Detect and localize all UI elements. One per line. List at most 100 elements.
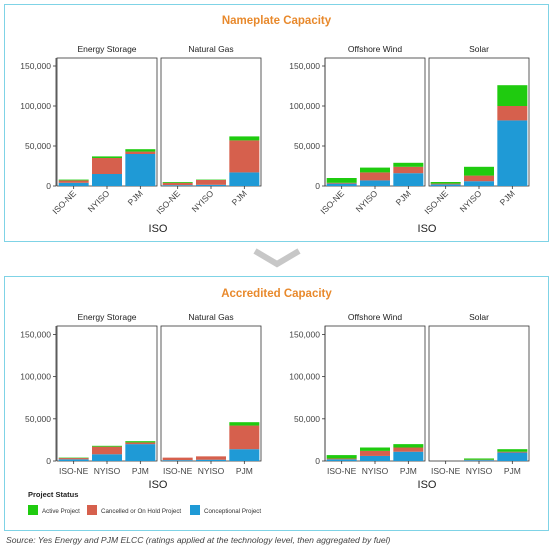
bar-segment — [92, 174, 122, 186]
bar-segment — [393, 447, 424, 452]
facet-frame — [324, 325, 426, 462]
legend-label: Cancelled or On Hold Project — [101, 508, 181, 515]
bar-segment — [326, 178, 357, 183]
bar-segment — [360, 447, 390, 451]
x-tick-label: NYISO — [466, 466, 493, 476]
bar-segment — [464, 460, 494, 461]
bar-segment — [497, 106, 528, 121]
bar-segment — [196, 180, 226, 185]
bar-segment — [125, 444, 156, 461]
facet-frame — [56, 325, 158, 462]
bar-segment — [125, 442, 156, 445]
x-tick-label: PJM — [132, 466, 149, 476]
y-tick-label: 50,000 — [25, 141, 51, 151]
x-tick-label: ISO-NE — [163, 466, 193, 476]
x-tick-label: ISO-NE — [154, 188, 182, 216]
bar-segment — [92, 158, 122, 174]
bar-segment — [393, 173, 424, 186]
x-tick-label: PJM — [126, 188, 145, 207]
x-tick-label: ISO-NE — [431, 466, 461, 476]
facet-title: Solar — [469, 312, 489, 322]
facet-title: Energy Storage — [77, 44, 136, 54]
bar-segment — [430, 183, 461, 185]
bar-segment — [229, 140, 260, 173]
bar-segment — [92, 445, 122, 447]
bar-segment — [464, 166, 494, 176]
x-tick-label: NYISO — [86, 188, 112, 214]
x-tick-label: ISO-NE — [318, 188, 346, 216]
bar-segment — [125, 149, 156, 152]
bar-segment — [92, 454, 122, 461]
bar-segment — [162, 457, 193, 461]
x-axis-label: ISO — [149, 223, 168, 235]
bar-segment — [229, 136, 260, 141]
x-tick-label: NYISO — [458, 188, 484, 214]
bar-segment — [92, 156, 122, 158]
bar-segment — [393, 451, 424, 461]
bar-segment — [196, 456, 226, 460]
bar-segment — [58, 459, 89, 461]
facet-title: Natural Gas — [188, 312, 233, 322]
x-tick-label: ISO-NE — [422, 188, 450, 216]
y-tick-label: 50,000 — [294, 141, 320, 151]
bar-segment — [430, 184, 461, 186]
legend-title: Project Status — [28, 490, 78, 499]
x-tick-label: NYISO — [354, 188, 380, 214]
accredited-capacity-panel: Accredited Capacity — [4, 276, 549, 531]
x-tick-label: PJM — [394, 188, 413, 207]
source-note: Source: Yes Energy and PJM ELCC (ratings… — [6, 535, 391, 545]
panel-title: Accredited Capacity — [221, 288, 332, 300]
bar-segment — [497, 120, 528, 186]
x-tick-label: ISO-NE — [59, 466, 89, 476]
facet-title: Energy Storage — [77, 312, 136, 322]
bar-segment — [497, 449, 528, 452]
facet-frame — [428, 325, 530, 462]
y-tick-label: 50,000 — [25, 414, 51, 424]
x-axis-label: ISO — [149, 479, 168, 491]
x-tick-label: PJM — [236, 466, 253, 476]
x-tick-label: NYISO — [198, 466, 225, 476]
y-tick-label: 150,000 — [20, 329, 51, 339]
bar-segment — [430, 182, 461, 184]
y-tick-label: 100,000 — [289, 372, 320, 382]
bar-segment — [92, 446, 122, 455]
chevron-down-icon — [253, 248, 301, 268]
bar-segment — [58, 180, 89, 183]
bar-segment — [464, 458, 494, 460]
legend-swatch — [28, 505, 38, 515]
facet-title: Natural Gas — [188, 44, 233, 54]
x-tick-label: ISO-NE — [327, 466, 357, 476]
panel-title: Nameplate Capacity — [221, 15, 332, 27]
y-tick-label: 100,000 — [20, 101, 51, 111]
bar-segment — [326, 455, 357, 459]
bar-segment — [497, 451, 528, 453]
bar-segment — [326, 183, 357, 186]
bar-segment — [464, 175, 494, 182]
legend-label: Active Project — [42, 508, 80, 515]
bar-segment — [229, 422, 260, 426]
x-tick-label: PJM — [504, 466, 521, 476]
legend-label: Conceptional Project — [204, 508, 261, 515]
y-tick-label: 150,000 — [289, 61, 320, 71]
y-tick-label: 150,000 — [289, 329, 320, 339]
bar-segment — [326, 182, 357, 184]
bar-segment — [360, 180, 390, 186]
bar-segment — [360, 172, 390, 181]
y-tick-label: 0 — [315, 456, 320, 466]
x-tick-label: PJM — [400, 466, 417, 476]
bar-segment — [360, 450, 390, 456]
y-tick-label: 50,000 — [294, 414, 320, 424]
bar-segment — [360, 167, 390, 173]
bar-segment — [464, 181, 494, 186]
bar-segment — [229, 172, 260, 186]
bar-segment — [360, 455, 390, 461]
x-tick-label: ISO-NE — [50, 188, 78, 216]
bar-segment — [196, 184, 226, 186]
legend-swatch — [190, 505, 200, 515]
bar-segment — [125, 154, 156, 186]
bar-segment — [125, 151, 156, 154]
y-tick-label: 0 — [315, 181, 320, 191]
facet-title: Offshore Wind — [348, 44, 402, 54]
x-tick-label: NYISO — [190, 188, 216, 214]
